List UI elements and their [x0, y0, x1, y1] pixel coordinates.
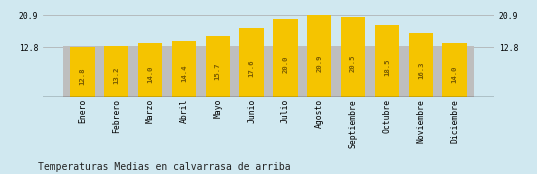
Text: 12.8: 12.8 [79, 68, 85, 85]
Text: 14.4: 14.4 [181, 65, 187, 82]
Text: 20.9: 20.9 [316, 54, 322, 72]
Bar [273, 19, 297, 97]
Bar [266, 46, 304, 97]
Text: 20.0: 20.0 [282, 56, 288, 73]
Bar [63, 46, 101, 97]
Text: 13.2: 13.2 [113, 67, 119, 84]
Bar [70, 47, 95, 97]
Text: 18.5: 18.5 [384, 58, 390, 76]
Bar [402, 46, 440, 97]
Text: 15.7: 15.7 [215, 63, 221, 80]
Bar [138, 42, 162, 97]
Text: 14.0: 14.0 [452, 66, 458, 83]
Bar [334, 46, 372, 97]
Bar [307, 15, 331, 97]
Bar [165, 46, 203, 97]
Text: 16.3: 16.3 [418, 62, 424, 79]
Bar [131, 46, 169, 97]
Text: Temperaturas Medias en calvarrasa de arriba: Temperaturas Medias en calvarrasa de arr… [38, 162, 290, 172]
Bar [375, 25, 399, 97]
Bar [341, 17, 365, 97]
Bar [233, 46, 271, 97]
Text: 14.0: 14.0 [147, 66, 153, 83]
Bar [300, 46, 338, 97]
Bar [104, 46, 128, 97]
Bar [436, 46, 474, 97]
Bar [206, 36, 230, 97]
Bar [97, 46, 135, 97]
Bar [368, 46, 406, 97]
Bar [199, 46, 237, 97]
Bar [172, 41, 196, 97]
Bar [409, 33, 433, 97]
Bar [442, 42, 467, 97]
Bar [240, 28, 264, 97]
Text: 17.6: 17.6 [249, 60, 255, 77]
Text: 20.5: 20.5 [350, 55, 356, 72]
